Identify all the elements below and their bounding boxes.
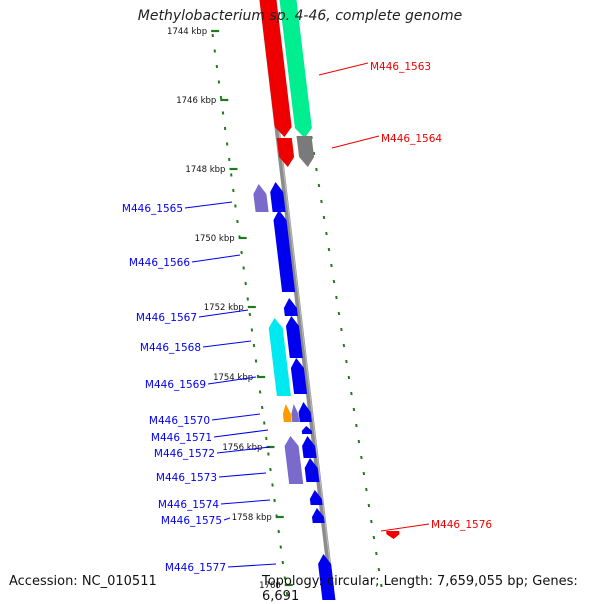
outer-dot bbox=[354, 408, 355, 411]
gene-label: M446_1569 bbox=[145, 379, 206, 391]
outer-dot bbox=[316, 168, 317, 171]
outer-dot bbox=[369, 504, 370, 507]
gene-leader-line bbox=[332, 136, 379, 148]
gene-label: M446_1576 bbox=[431, 519, 492, 531]
gene-label: M446_1570 bbox=[149, 415, 210, 427]
gene-label: M446_1572 bbox=[154, 448, 215, 460]
gene-label: M446_1566 bbox=[129, 257, 190, 269]
outer-dot bbox=[374, 536, 375, 539]
outer-dot bbox=[336, 296, 337, 299]
gene-label: M446_1573 bbox=[156, 472, 217, 484]
scale-label: 1746 kbp bbox=[176, 96, 216, 106]
outer-dot bbox=[359, 440, 360, 443]
outer-dot bbox=[341, 328, 342, 331]
inner-band bbox=[208, 0, 331, 600]
outer-dot bbox=[319, 184, 320, 187]
outer-dot bbox=[349, 376, 350, 379]
gene-label: M446_1568 bbox=[140, 342, 201, 354]
gene-label: M446_1574 bbox=[158, 499, 219, 511]
scale-label: 1748 kbp bbox=[185, 165, 225, 175]
map-title: Methylobacterium sp. 4-46, complete geno… bbox=[0, 8, 600, 24]
gene-leader-line bbox=[214, 430, 268, 437]
gene-leader-line bbox=[319, 63, 368, 75]
outer-dot bbox=[364, 472, 365, 475]
accession-text: Accession: NC_010511 bbox=[9, 574, 157, 589]
gene-label: M446_1565 bbox=[122, 203, 183, 215]
outer-dot bbox=[371, 520, 372, 523]
outer-dot bbox=[339, 312, 340, 315]
gene-leader-line bbox=[185, 202, 232, 208]
outer-dot bbox=[334, 280, 335, 283]
outer-dot bbox=[376, 552, 377, 555]
outer-dot bbox=[356, 424, 357, 427]
outer-dot bbox=[326, 232, 327, 235]
scale-label: 1744 kbp bbox=[167, 27, 207, 37]
outer-dot bbox=[351, 392, 352, 395]
outer-dot bbox=[344, 344, 345, 347]
gene-leader-line bbox=[212, 414, 260, 420]
feature-red-forward bbox=[386, 531, 399, 539]
gene-leader-line bbox=[219, 473, 266, 477]
outer-dot bbox=[366, 488, 367, 491]
outer-dot bbox=[324, 216, 325, 219]
feature-gray-forward bbox=[297, 136, 315, 167]
outer-dot bbox=[321, 200, 322, 203]
gene-leader-line bbox=[192, 255, 240, 262]
outer-dot bbox=[379, 568, 380, 571]
gene-label: M446_1571 bbox=[151, 432, 212, 444]
gene-label: M446_1563 bbox=[370, 61, 431, 73]
scale-label: 1750 kbp bbox=[195, 234, 235, 244]
gene-leader-line bbox=[224, 518, 230, 520]
outer-dot bbox=[361, 456, 362, 459]
gene-leader-line bbox=[221, 500, 270, 504]
gene-leader-line bbox=[381, 524, 429, 531]
outer-dot bbox=[346, 360, 347, 363]
gene-leader-line bbox=[203, 341, 251, 347]
gene-label: M446_1577 bbox=[165, 562, 226, 574]
gene-label: M446_1564 bbox=[381, 133, 442, 145]
gene-label: M446_1567 bbox=[136, 312, 197, 324]
outer-dot bbox=[331, 264, 332, 267]
gene-leader-line bbox=[228, 564, 276, 567]
track-bands bbox=[208, 0, 331, 600]
outer-dot bbox=[329, 248, 330, 251]
gene-label: M446_1575 bbox=[161, 515, 222, 527]
scale-label: 1758 kbp bbox=[232, 513, 272, 523]
